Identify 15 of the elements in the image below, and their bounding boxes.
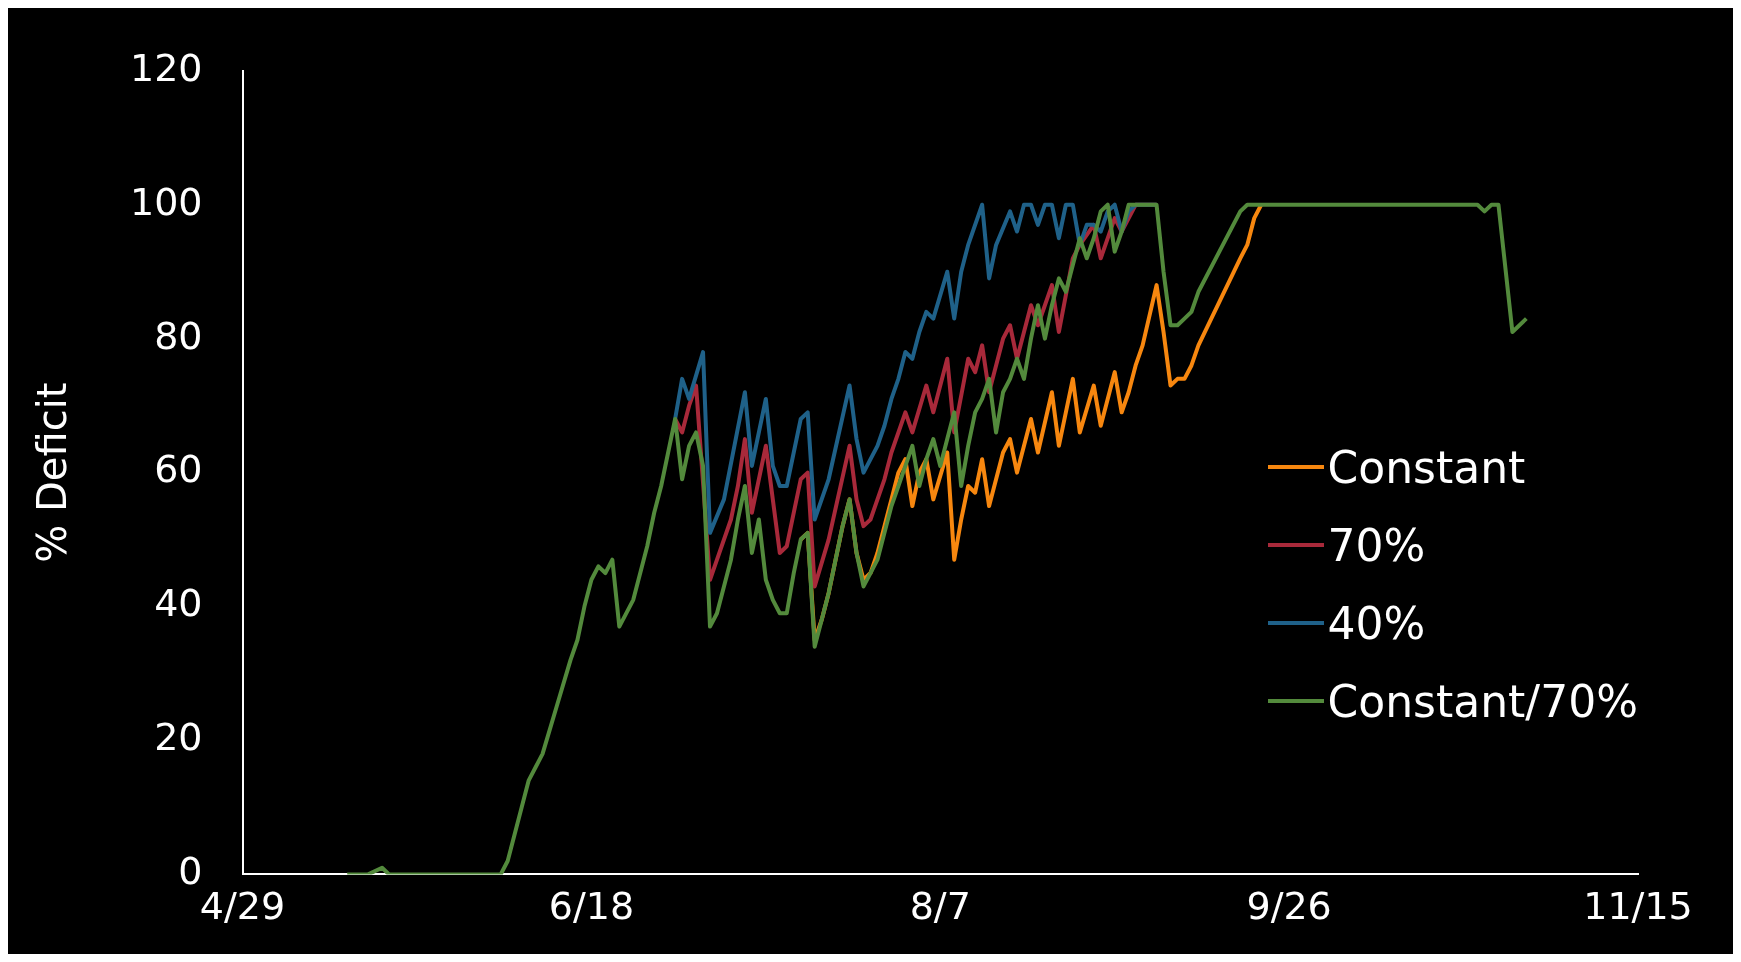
y-tick-label: 60 — [154, 447, 203, 492]
legend-label: Constant — [1327, 441, 1526, 493]
x-tick-label: 6/18 — [548, 884, 635, 929]
y-tick-label: 100 — [130, 179, 203, 224]
y-tick-label: 80 — [154, 313, 203, 358]
y-tick-label: 120 — [130, 45, 203, 90]
legend-label: 40% — [1327, 597, 1426, 649]
y-axis-title: % Deficit — [29, 382, 76, 563]
legend-label: 70% — [1327, 519, 1426, 571]
x-tick-label: 8/7 — [909, 884, 971, 929]
y-tick-label: 40 — [154, 581, 203, 626]
legend-label: Constant/70% — [1327, 675, 1638, 727]
x-tick-label: 11/15 — [1583, 884, 1693, 929]
y-tick-label: 20 — [154, 715, 203, 760]
x-tick-label: 9/26 — [1246, 884, 1332, 929]
